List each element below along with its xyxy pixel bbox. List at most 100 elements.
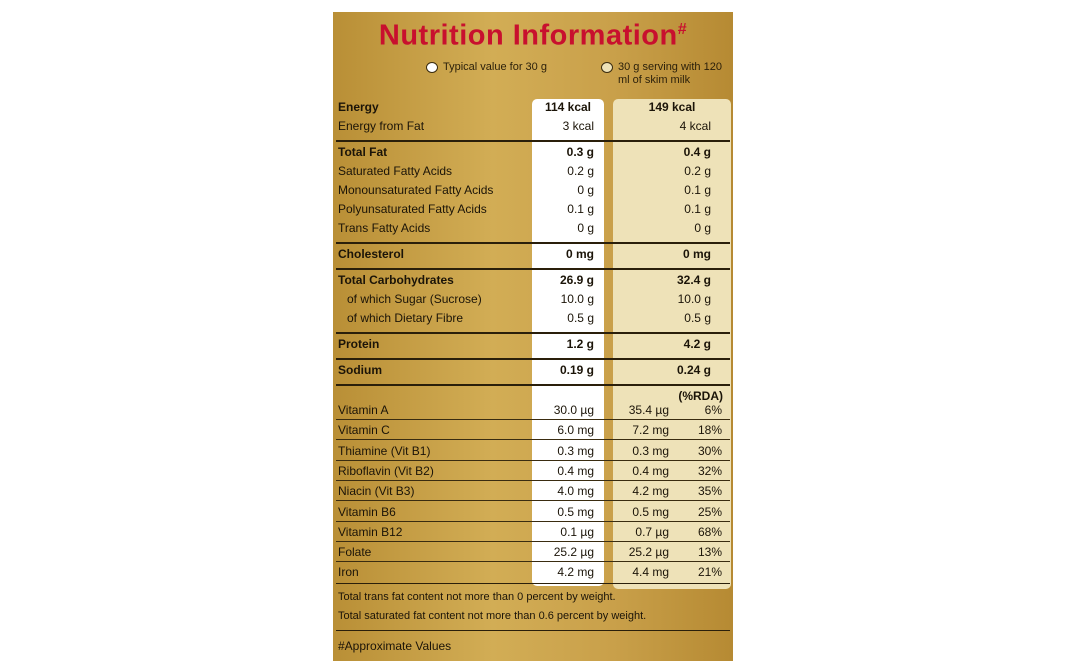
row-line — [336, 439, 730, 441]
title: Nutrition Information# — [333, 12, 733, 54]
row-line — [336, 479, 730, 481]
typical-value: 30.0 µg — [553, 403, 594, 417]
milk-value: 4 kcal — [679, 119, 711, 133]
vitamin-label: Vitamin B12 — [338, 524, 403, 539]
typical-value: 26.9 g — [559, 273, 594, 287]
milk-value: 0.7 µg — [635, 524, 669, 539]
milk-value: 0.4 mg — [632, 463, 669, 478]
nutrient-label: Cholesterol — [338, 247, 405, 261]
legend-dot — [601, 62, 613, 73]
milk-value: 0.1 g — [684, 183, 711, 197]
typical-value: 0 g — [577, 183, 594, 197]
rda-value: 6% — [704, 403, 722, 417]
title-text: Nutrition Information — [378, 19, 678, 52]
typical-value: 4.0 mg — [557, 484, 594, 499]
milk-value: 0.1 g — [684, 202, 711, 216]
rda-value: 68% — [697, 524, 722, 539]
separator — [336, 629, 730, 632]
separator — [336, 358, 730, 360]
footnote: #Approximate Values — [338, 638, 452, 653]
rda-header: (%RDA) — [678, 389, 723, 403]
typical-value: 0.4 mg — [557, 463, 594, 478]
milk-value: 149 kcal — [648, 100, 696, 114]
milk-value: 7.2 mg — [632, 423, 669, 438]
typical-value: 0 mg — [565, 247, 594, 261]
milk-value: 4.2 mg — [632, 484, 669, 499]
milk-value: 25.2 µg — [628, 545, 669, 560]
milk-value: 0 mg — [682, 247, 711, 261]
nutrient-label: Total Fat — [338, 145, 388, 159]
row-line — [336, 500, 730, 502]
typical-value: 4.2 mg — [557, 565, 594, 580]
separator — [336, 384, 730, 386]
vitamin-label: Folate — [338, 545, 372, 560]
nutrition-panel: Nutrition Information# Typical value for… — [333, 12, 733, 661]
note: Total saturated fat content not more tha… — [338, 609, 647, 622]
nutrient-label: Total Carbohydrates — [338, 273, 454, 287]
nutrient-label: of which Sugar (Sucrose) — [347, 292, 482, 306]
separator — [336, 140, 730, 142]
row-line — [336, 520, 730, 522]
typical-value: 0.19 g — [559, 363, 594, 377]
vitamin-label: Iron — [338, 565, 359, 580]
rda-value: 25% — [697, 504, 722, 519]
nutrient-label: Saturated Fatty Acids — [338, 164, 453, 178]
separator — [336, 242, 730, 244]
milk-value: 0.2 g — [684, 164, 711, 178]
typical-value: 0.5 mg — [557, 504, 594, 519]
milk-value: 0.5 g — [684, 311, 711, 325]
rda-value: 30% — [697, 443, 722, 458]
typical-value: 0.1 g — [567, 202, 594, 216]
milk-value: 0.5 mg — [632, 504, 669, 519]
vitamin-label: Vitamin C — [338, 423, 390, 438]
rda-value: 18% — [697, 423, 722, 438]
vitamin-label: Thiamine (Vit B1) — [338, 443, 431, 458]
separator — [336, 332, 730, 334]
milk-value: 4.4 mg — [632, 565, 669, 580]
milk-value: 10.0 g — [677, 292, 711, 306]
row-line — [336, 540, 730, 542]
typical-value: 10.0 g — [560, 292, 594, 306]
typical-value: 0.2 g — [567, 164, 594, 178]
milk-value: 0.24 g — [676, 363, 711, 377]
vitamin-label: Riboflavin (Vit B2) — [338, 463, 434, 478]
vitamin-label: Vitamin B6 — [338, 504, 396, 519]
vitamin-label: Vitamin A — [338, 403, 389, 417]
separator — [336, 582, 730, 585]
title-mark: # — [677, 21, 688, 38]
note: Total trans fat content not more than 0 … — [338, 590, 616, 603]
rda-value: 35% — [697, 484, 722, 499]
typical-value: 0.1 µg — [560, 524, 594, 539]
separator — [336, 268, 730, 270]
typical-value: 1.2 g — [566, 337, 594, 351]
nutrient-label: Trans Fatty Acids — [338, 221, 431, 235]
nutrient-label: Sodium — [338, 363, 382, 377]
row-line — [336, 419, 730, 420]
typical-value: 0 g — [577, 221, 594, 235]
milk-value: 4.2 g — [683, 337, 711, 351]
typical-column-bg — [532, 99, 604, 586]
rda-value: 32% — [697, 463, 722, 478]
milk-value: 0.3 mg — [632, 443, 669, 458]
vitamin-label: Niacin (Vit B3) — [338, 484, 415, 499]
nutrient-label: Energy — [338, 100, 379, 114]
typical-value: 114 kcal — [544, 100, 592, 114]
nutrient-label: Monounsaturated Fatty Acids — [338, 183, 494, 197]
milk-value: 35.4 µg — [628, 403, 669, 417]
nutrient-label: of which Dietary Fibre — [347, 311, 464, 325]
rda-value: 21% — [697, 565, 722, 580]
nutrient-label: Polyunsaturated Fatty Acids — [338, 202, 487, 216]
legend-dot — [426, 62, 438, 73]
nutrient-label: Protein — [338, 337, 380, 351]
typical-value: 0.3 mg — [557, 443, 594, 458]
nutrient-label: Energy from Fat — [338, 119, 425, 133]
legend-item: Typical value for 30 g — [443, 61, 547, 73]
typical-value: 0.3 g — [566, 145, 594, 159]
row-line — [336, 561, 730, 563]
legend-item: 30 g serving with 120 ml of skim milk — [618, 61, 722, 86]
typical-value: 0.5 g — [567, 311, 594, 325]
typical-value: 3 kcal — [562, 119, 594, 133]
milk-value: 32.4 g — [676, 273, 711, 287]
milk-column-bg — [613, 99, 731, 589]
rda-value: 13% — [697, 545, 722, 560]
